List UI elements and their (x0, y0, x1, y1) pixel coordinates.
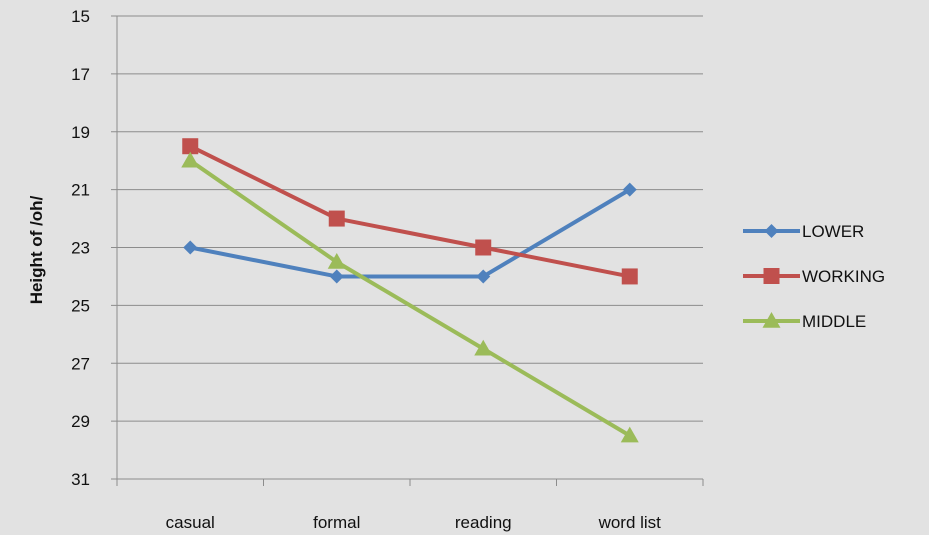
y-tick-label: 19 (71, 123, 90, 142)
data-point-middle (327, 252, 346, 269)
series-working (182, 138, 638, 285)
y-tick-label: 17 (71, 65, 90, 84)
y-tick-label: 31 (71, 470, 90, 489)
y-tick-label: 23 (71, 239, 90, 258)
series (181, 138, 639, 443)
data-point-working (328, 210, 345, 227)
data-point-working (182, 138, 199, 155)
y-tick-label: 27 (71, 354, 90, 373)
legend: LOWER WORKING MIDDLE (743, 222, 885, 331)
legend-marker-lower (764, 224, 779, 238)
series-line-middle (189, 159, 631, 438)
legend-item-middle: MIDDLE (743, 312, 866, 331)
x-tick-label: reading (455, 513, 512, 532)
x-tick-label: casual (166, 513, 215, 532)
y-tick-label: 29 (71, 412, 90, 431)
legend-item-working: WORKING (743, 267, 885, 286)
y-tick-label: 21 (71, 181, 90, 200)
legend-label-middle: MIDDLE (802, 312, 866, 331)
data-point-working (475, 239, 492, 256)
axes: 15 17 19 21 23 25 27 29 31 casual formal reading wor… (71, 7, 704, 532)
x-tick-label: word list (598, 513, 662, 532)
data-point-middle (620, 426, 639, 443)
series-line-working (189, 144, 631, 279)
data-point-middle (181, 151, 200, 168)
data-point-lower (329, 269, 344, 284)
legend-item-lower: LOWER (743, 222, 864, 241)
y-axis-label: Height of /oh/ (27, 195, 46, 304)
series-lower (183, 182, 637, 284)
y-tick-label: 25 (71, 296, 90, 315)
legend-marker-middle (762, 312, 781, 328)
data-point-lower (183, 240, 198, 255)
data-point-middle (474, 339, 493, 356)
data-point-lower (476, 269, 491, 284)
legend-label-lower: LOWER (802, 222, 864, 241)
series-middle (181, 151, 639, 443)
legend-label-working: WORKING (802, 267, 885, 286)
y-tick-label: 15 (71, 7, 90, 26)
legend-marker-working (763, 268, 780, 284)
data-point-lower (622, 182, 637, 197)
x-tick-label: formal (313, 513, 360, 532)
data-point-working (621, 268, 638, 285)
series-line-lower (189, 187, 631, 279)
